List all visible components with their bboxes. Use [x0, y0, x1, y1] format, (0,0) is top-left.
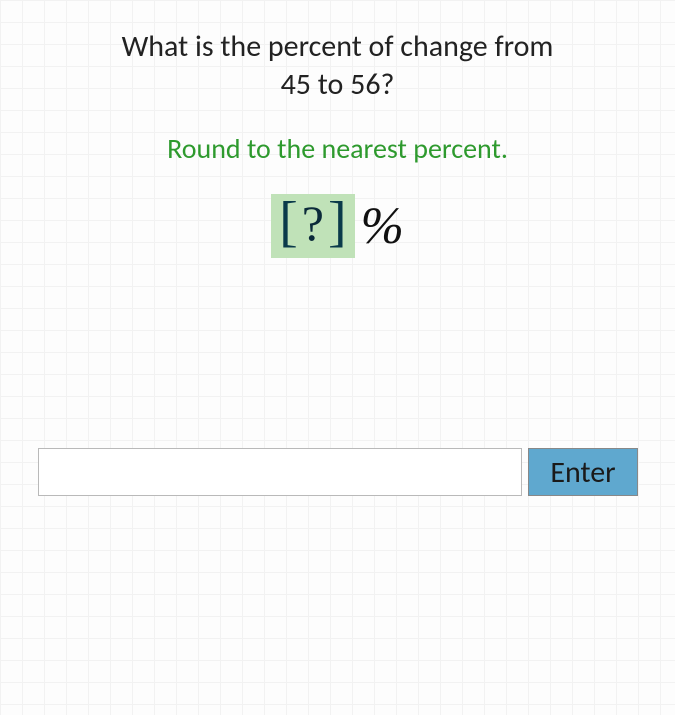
right-bracket: ] — [328, 194, 347, 250]
question-text: What is the percent of change from 45 to… — [0, 28, 675, 103]
answer-display-area: [ ? ] % — [0, 194, 675, 258]
answer-input-row: Enter — [38, 448, 638, 496]
left-bracket: [ — [279, 194, 298, 250]
question-line-2: 45 to 56? — [281, 66, 395, 103]
question-container: What is the percent of change from 45 to… — [0, 0, 675, 258]
question-line-1: What is the percent of change from — [122, 28, 554, 65]
instruction-text: Round to the nearest percent. — [0, 131, 675, 166]
placeholder-question-mark: ? — [298, 198, 328, 248]
enter-button[interactable]: Enter — [528, 448, 638, 496]
percent-sign: % — [361, 197, 404, 256]
answer-input[interactable] — [38, 448, 522, 496]
answer-placeholder-box: [ ? ] — [271, 194, 355, 258]
